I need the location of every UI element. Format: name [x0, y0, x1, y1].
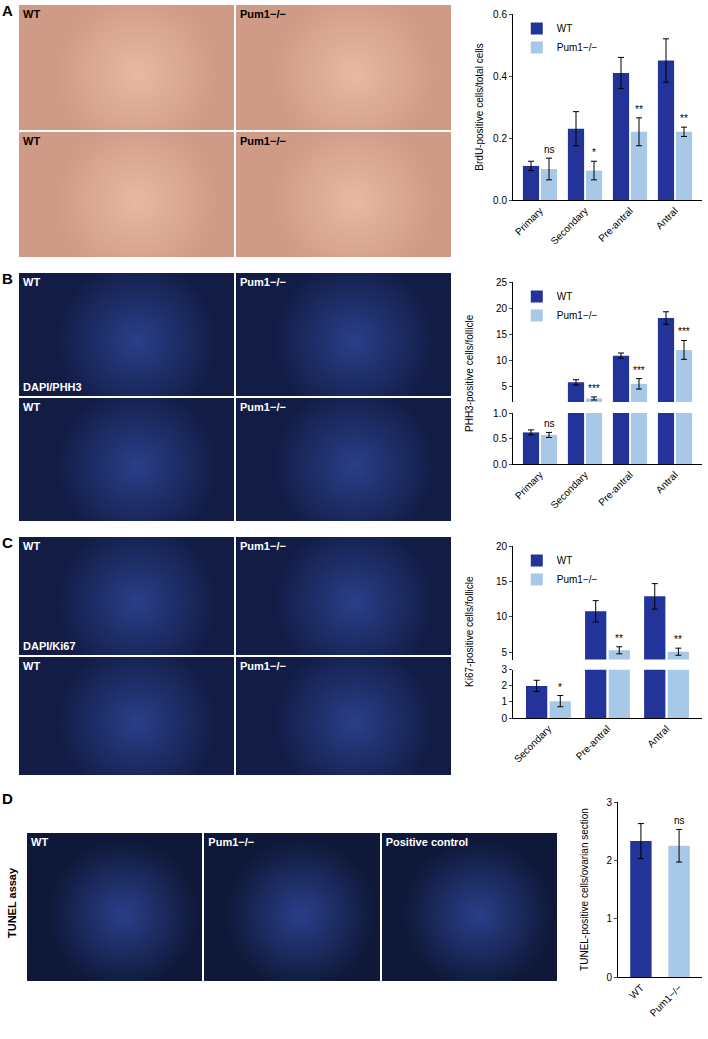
- html-text:B: B: [2, 270, 13, 287]
- svg-text:20: 20: [496, 303, 508, 314]
- svg-text:Pum1−/−: Pum1−/−: [648, 982, 685, 1019]
- svg-text:WT: WT: [627, 982, 646, 1001]
- svg-text:10: 10: [496, 355, 508, 366]
- svg-text:WT: WT: [557, 555, 573, 566]
- svg-text:Pum1−/−: Pum1−/−: [557, 310, 598, 321]
- svg-text:0.5: 0.5: [493, 433, 507, 444]
- svg-text:2: 2: [501, 680, 507, 691]
- html-text:DAPI/PHH3: DAPI/PHH3: [23, 381, 82, 393]
- svg-text:0.0: 0.0: [493, 459, 507, 470]
- html-text:Pum1−/−: Pum1−/−: [240, 660, 286, 672]
- svg-text:Pre-antral: Pre-antral: [596, 469, 635, 508]
- svg-text:WT: WT: [557, 23, 573, 34]
- svg-text:0.0: 0.0: [493, 195, 507, 206]
- svg-text:Antral: Antral: [645, 723, 671, 749]
- html-text:WT: WT: [23, 401, 41, 413]
- svg-text:Antral: Antral: [654, 205, 680, 231]
- svg-text:**: **: [635, 104, 643, 115]
- svg-text:ns: ns: [544, 144, 555, 155]
- svg-text:Secondary: Secondary: [548, 469, 590, 511]
- svg-text:20: 20: [496, 541, 508, 552]
- html-text:C: C: [2, 534, 13, 551]
- svg-text:ns: ns: [544, 418, 555, 429]
- svg-text:***: ***: [633, 365, 645, 376]
- html-text:D: D: [2, 790, 13, 807]
- svg-text:***: ***: [588, 383, 600, 394]
- html-text:Pum1−/−: Pum1−/−: [240, 401, 286, 413]
- svg-text:***: ***: [678, 326, 690, 337]
- svg-text:Primary: Primary: [513, 469, 545, 501]
- html-text:DAPI/Ki67: DAPI/Ki67: [23, 640, 76, 652]
- html-text:Pum1−/−: Pum1−/−: [240, 276, 286, 288]
- svg-text:0.4: 0.4: [493, 71, 507, 82]
- svg-text:**: **: [615, 633, 623, 644]
- svg-text:10: 10: [496, 611, 508, 622]
- svg-text:1.0: 1.0: [493, 408, 507, 419]
- svg-text:5: 5: [501, 647, 507, 658]
- svg-text:WT: WT: [557, 291, 573, 302]
- svg-text:**: **: [680, 113, 688, 124]
- svg-text:15: 15: [496, 576, 508, 587]
- svg-text:Secondary: Secondary: [512, 723, 554, 765]
- svg-text:0.6: 0.6: [493, 9, 507, 20]
- svg-text:TUNEL-positive cells/ovarian s: TUNEL-positive cells/ovarian section: [579, 808, 590, 971]
- svg-text:Ki67-positive cells/follicle: Ki67-positive cells/follicle: [464, 576, 475, 687]
- svg-text:Antral: Antral: [654, 469, 680, 495]
- html-text:WT: WT: [31, 836, 49, 848]
- svg-text:BrdU-positive cells/total cell: BrdU-positive cells/total cells: [474, 43, 485, 170]
- svg-text:PHH3-positive cells/follicle: PHH3-positive cells/follicle: [464, 314, 475, 432]
- html-text:WT: WT: [23, 8, 41, 20]
- svg-text:Pre-antral: Pre-antral: [574, 723, 613, 762]
- svg-text:15: 15: [496, 329, 508, 340]
- svg-text:**: **: [674, 634, 682, 645]
- html-text:WT: WT: [23, 660, 41, 672]
- svg-text:*: *: [558, 682, 562, 693]
- html-text:WT: WT: [23, 540, 41, 552]
- svg-text:0: 0: [501, 713, 507, 724]
- svg-text:5: 5: [501, 381, 507, 392]
- html-text:Positive control: Positive control: [385, 836, 469, 848]
- html-text:A: A: [2, 2, 13, 19]
- html-text:TUNEL assay: TUNEL assay: [6, 867, 18, 938]
- svg-text:ns: ns: [674, 815, 685, 826]
- svg-text:Primary: Primary: [513, 205, 545, 237]
- svg-text:1: 1: [501, 696, 507, 707]
- html-text:Pum1−/−: Pum1−/−: [208, 836, 255, 848]
- svg-text:1: 1: [606, 913, 612, 924]
- html-text:Pum1−/−: Pum1−/−: [240, 540, 286, 552]
- svg-text:0: 0: [606, 972, 612, 983]
- svg-text:Pre-antral: Pre-antral: [596, 205, 635, 244]
- svg-text:*: *: [592, 147, 596, 158]
- svg-text:3: 3: [501, 664, 507, 675]
- html-text:WT: WT: [23, 276, 41, 288]
- svg-text:3: 3: [606, 797, 612, 808]
- svg-text:25: 25: [496, 277, 508, 288]
- html-text:Pum1−/−: Pum1−/−: [240, 135, 286, 147]
- svg-text:2: 2: [606, 855, 612, 866]
- svg-text:Pum1−/−: Pum1−/−: [557, 42, 598, 53]
- html-text:Pum1−/−: Pum1−/−: [240, 8, 286, 20]
- svg-text:0.2: 0.2: [493, 133, 507, 144]
- svg-text:Pum1−/−: Pum1−/−: [557, 574, 598, 585]
- html-text:WT: WT: [23, 135, 41, 147]
- svg-text:Secondary: Secondary: [548, 205, 590, 247]
